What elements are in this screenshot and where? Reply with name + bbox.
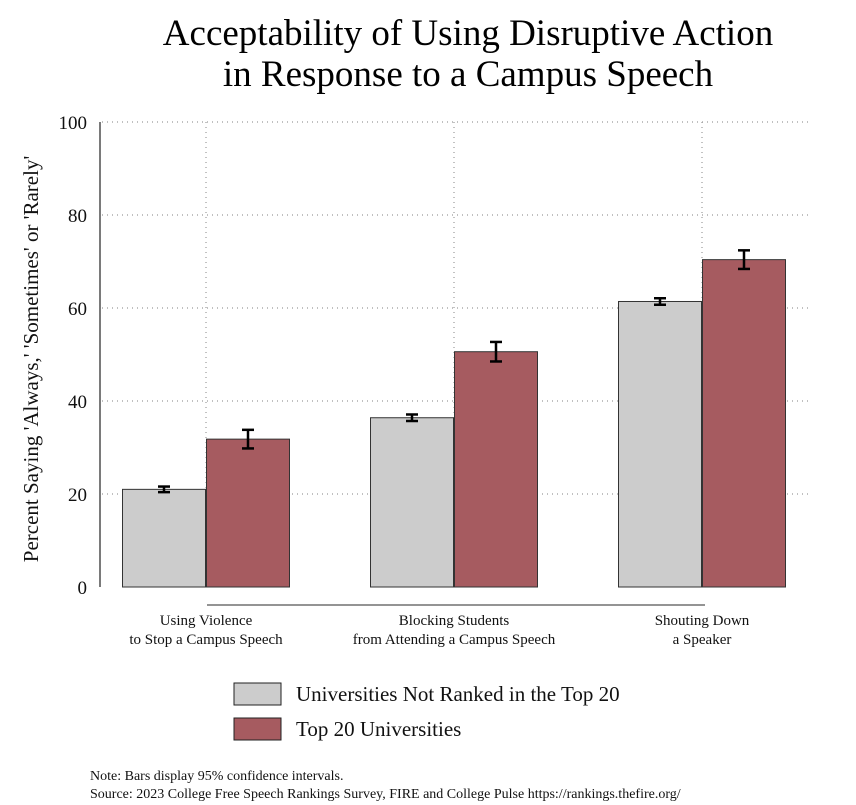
legend-swatch-top20 [233,717,282,741]
bar-series-1-cat-0 [206,438,290,588]
x-category-labels: Using Violence to Stop a Campus Speech B… [129,613,749,648]
y-tick-label: 20 [68,485,87,506]
bar-series-0-cat-1 [370,417,454,588]
y-tick-label: 60 [68,299,87,320]
bars [122,249,786,588]
chart-title-line-1: Acceptability of Using Disruptive Action [163,13,773,54]
y-axis-ticks: 0 20 40 60 80 100 [59,113,88,599]
bar-series-1-cat-1 [454,351,538,588]
legend-label-top20: Top 20 Universities [296,717,461,741]
bar-series-0-cat-0 [122,488,206,588]
bar-series-0-cat-2 [618,300,702,588]
category-label-violence-line-2: to Stop a Campus Speech [129,632,283,648]
error-bar-series-0-cat-0 [158,485,170,494]
y-tick-label: 0 [78,578,88,599]
chart-source: Source: 2023 College Free Speech Ranking… [90,787,681,802]
y-tick-label: 80 [68,206,87,227]
legend-label-not-top20: Universities Not Ranked in the Top 20 [296,682,620,706]
category-label-violence-line-1: Using Violence [160,613,253,629]
y-tick-label: 100 [59,113,88,134]
error-bar-series-1-cat-0 [242,428,254,450]
category-label-shouting-line-2: a Speaker [673,632,732,648]
legend: Universities Not Ranked in the Top 20 To… [233,682,620,741]
y-tick-label: 40 [68,392,87,413]
error-bar-series-1-cat-1 [490,340,502,363]
bar-series-1-cat-2 [702,259,786,588]
error-bar-series-0-cat-1 [406,413,418,423]
category-label-blocking-line-2: from Attending a Campus Speech [353,632,556,648]
error-bar-series-1-cat-2 [738,249,750,271]
y-axis-label: Percent Saying 'Always,' 'Sometimes' or … [19,156,43,562]
category-label-shouting-line-1: Shouting Down [655,613,750,629]
category-label-blocking-line-1: Blocking Students [399,613,510,629]
chart-note: Note: Bars display 95% confidence interv… [90,769,343,784]
error-bar-series-0-cat-2 [654,296,666,306]
chart-title-line-2: in Response to a Campus Speech [223,54,714,95]
legend-swatch-not-top20 [233,682,282,706]
